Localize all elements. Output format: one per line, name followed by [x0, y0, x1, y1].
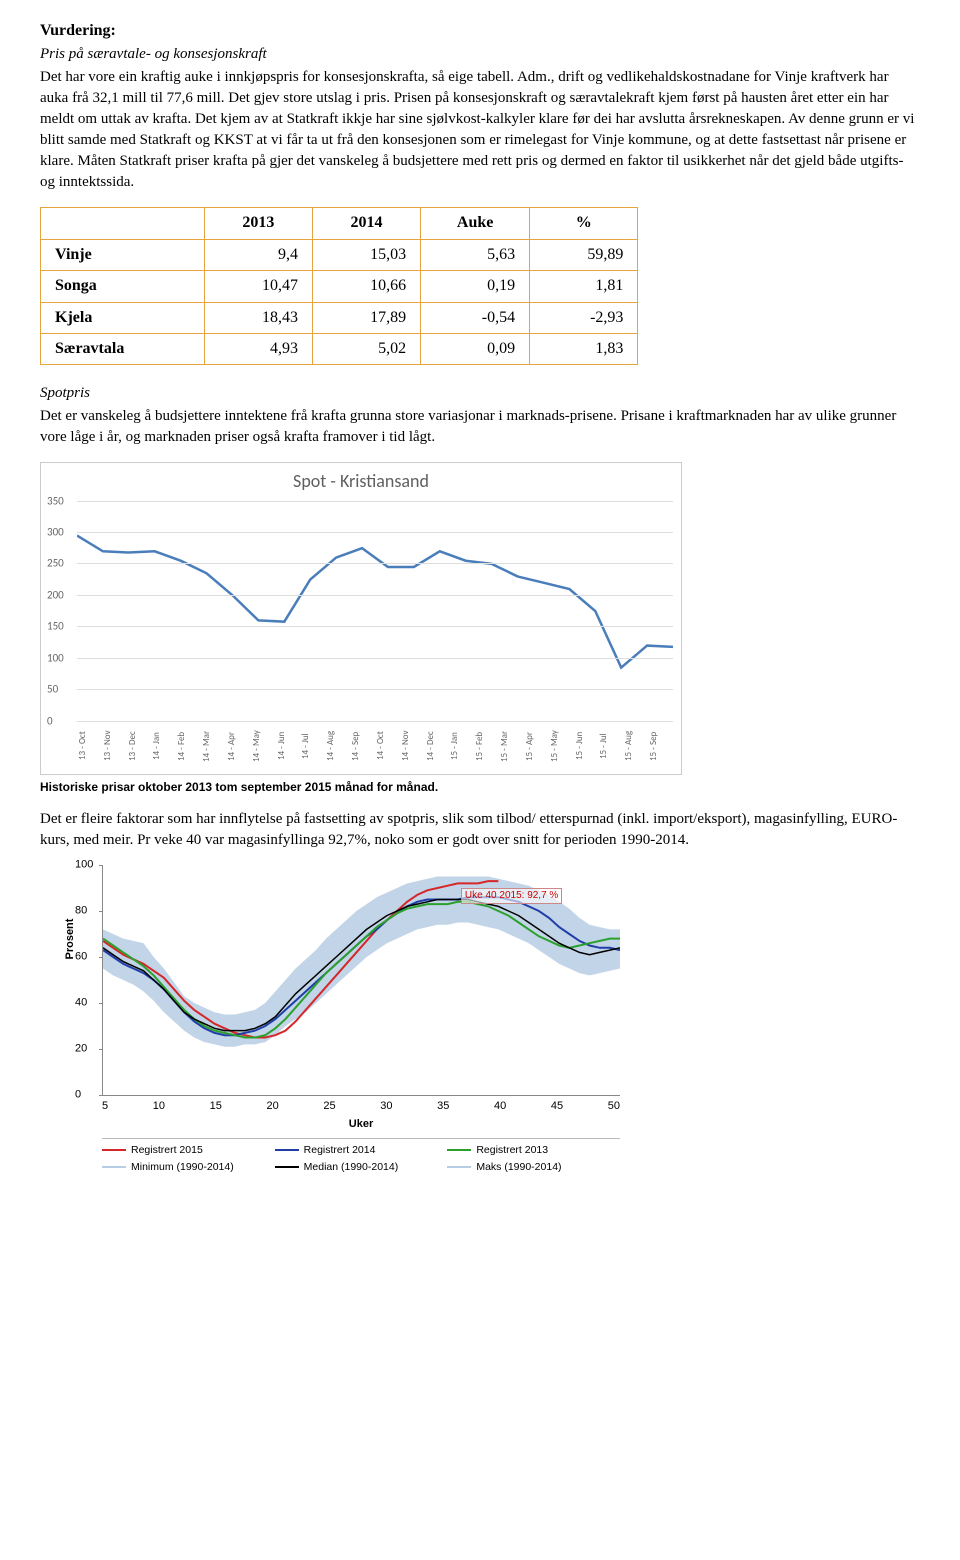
xtick-label: 14 - Sep — [350, 724, 375, 768]
xtick-label: 14 - Jun — [276, 724, 301, 768]
xtick-label: 15 - Feb — [474, 724, 499, 768]
vurdering-heading: Vurdering: — [40, 20, 920, 42]
table-cell: 59,89 — [530, 239, 638, 270]
ytick-label: 0 — [75, 1088, 81, 1103]
xtick-label: 10 — [153, 1099, 165, 1114]
chart-annotation: Uke 40 2015: 92,7 % — [461, 888, 562, 904]
table-cell: Kjela — [41, 302, 205, 333]
subheading-spotpris: Spotpris — [40, 383, 920, 404]
ytick-label: 300 — [47, 524, 64, 539]
xtick-label: 15 - Sep — [648, 724, 673, 768]
subheading-pris: Pris på særavtale- og konsesjonskraft — [40, 44, 920, 65]
xtick-label: 14 - Nov — [400, 724, 425, 768]
legend-item: Registrert 2015 — [102, 1143, 275, 1158]
xtick-label: 15 - Jun — [574, 724, 599, 768]
xaxis-title: Uker — [102, 1117, 620, 1132]
xtick-label: 13 - Nov — [102, 724, 127, 768]
xtick-label: 13 - Oct — [77, 724, 102, 768]
table-header: 2013 — [204, 208, 312, 239]
table-cell: 9,4 — [204, 239, 312, 270]
xtick-label: 50 — [608, 1099, 620, 1114]
ytick-label: 20 — [75, 1042, 87, 1057]
pris-table: 20132014Auke% Vinje9,415,035,6359,89Song… — [40, 207, 638, 365]
xtick-label: 15 - Jul — [598, 724, 623, 768]
table-cell: 1,83 — [530, 333, 638, 364]
xtick-label: 14 - Oct — [375, 724, 400, 768]
xtick-label: 15 - May — [549, 724, 574, 768]
xtick-label: 13 - Dec — [127, 724, 152, 768]
legend-item: Minimum (1990-2014) — [102, 1160, 275, 1175]
table-cell: 15,03 — [312, 239, 420, 270]
para-vurdering: Det har vore ein kraftig auke i innkjøps… — [40, 67, 920, 193]
xtick-label: 14 - Apr — [226, 724, 251, 768]
ytick-label: 250 — [47, 556, 64, 571]
xtick-label: 14 - Feb — [176, 724, 201, 768]
table-cell: 18,43 — [204, 302, 312, 333]
table-cell: -0,54 — [421, 302, 530, 333]
table-cell: -2,93 — [530, 302, 638, 333]
chart-caption: Historiske prisar oktober 2013 tom septe… — [40, 779, 920, 796]
xtick-label: 25 — [323, 1099, 335, 1114]
magasin-chart: Prosent 020406080100Uke 40 2015: 92,7 % … — [60, 865, 620, 1174]
table-cell: Songa — [41, 271, 205, 302]
xtick-label: 15 - Apr — [524, 724, 549, 768]
table-header: Auke — [421, 208, 530, 239]
ytick-label: 50 — [47, 681, 58, 696]
table-cell: 10,66 — [312, 271, 420, 302]
table-cell: 17,89 — [312, 302, 420, 333]
table-cell: 5,02 — [312, 333, 420, 364]
legend-item: Registrert 2013 — [447, 1143, 620, 1158]
legend-item: Registrert 2014 — [275, 1143, 448, 1158]
table-cell: 0,19 — [421, 271, 530, 302]
xtick-label: 5 — [102, 1099, 108, 1114]
table-header: % — [530, 208, 638, 239]
table-header: 2014 — [312, 208, 420, 239]
xtick-label: 45 — [551, 1099, 563, 1114]
table-row: Særavtala4,935,020,091,83 — [41, 333, 638, 364]
table-cell: 0,09 — [421, 333, 530, 364]
table-cell: 1,81 — [530, 271, 638, 302]
table-header — [41, 208, 205, 239]
para-spotpris: Det er vanskeleg å budsjettere inntekten… — [40, 406, 920, 448]
legend-item: Maks (1990-2014) — [447, 1160, 620, 1175]
ytick-label: 200 — [47, 587, 64, 602]
table-cell: 10,47 — [204, 271, 312, 302]
chart-title: Spot - Kristiansand — [41, 469, 681, 494]
xtick-label: 15 - Jan — [449, 724, 474, 768]
xtick-label: 14 - May — [251, 724, 276, 768]
table-row: Kjela18,4317,89-0,54-2,93 — [41, 302, 638, 333]
xtick-label: 30 — [380, 1099, 392, 1114]
table-cell: 5,63 — [421, 239, 530, 270]
xtick-label: 40 — [494, 1099, 506, 1114]
xtick-label: 15 - Aug — [623, 724, 648, 768]
xtick-label: 35 — [437, 1099, 449, 1114]
ytick-label: 0 — [47, 713, 53, 728]
ytick-label: 100 — [75, 858, 93, 873]
xtick-label: 15 - Mar — [499, 724, 524, 768]
ytick-label: 80 — [75, 904, 87, 919]
table-row: Vinje9,415,035,6359,89 — [41, 239, 638, 270]
xtick-label: 14 - Aug — [325, 724, 350, 768]
table-cell: Særavtala — [41, 333, 205, 364]
xtick-label: 14 - Jan — [151, 724, 176, 768]
ytick-label: 150 — [47, 619, 64, 634]
spot-chart: Spot - Kristiansand 0 50 100 150 200 250 300 35… — [40, 462, 682, 774]
ytick-label: 60 — [75, 950, 87, 965]
table-cell: 4,93 — [204, 333, 312, 364]
table-cell: Vinje — [41, 239, 205, 270]
legend-item: Median (1990-2014) — [275, 1160, 448, 1175]
xtick-label: 14 - Mar — [201, 724, 226, 768]
table-row: Songa10,4710,660,191,81 — [41, 271, 638, 302]
para-faktorar: Det er fleire faktorar som har innflytel… — [40, 809, 920, 851]
xtick-label: 14 - Dec — [425, 724, 450, 768]
magasin-legend: Registrert 2015Registrert 2014Registrert… — [102, 1138, 620, 1174]
xtick-label: 15 — [210, 1099, 222, 1114]
ytick-label: 350 — [47, 493, 64, 508]
ytick-label: 100 — [47, 650, 64, 665]
xtick-label: 14 - Jul — [300, 724, 325, 768]
xtick-label: 20 — [267, 1099, 279, 1114]
chart-line-svg — [77, 501, 673, 721]
ytick-label: 40 — [75, 996, 87, 1011]
